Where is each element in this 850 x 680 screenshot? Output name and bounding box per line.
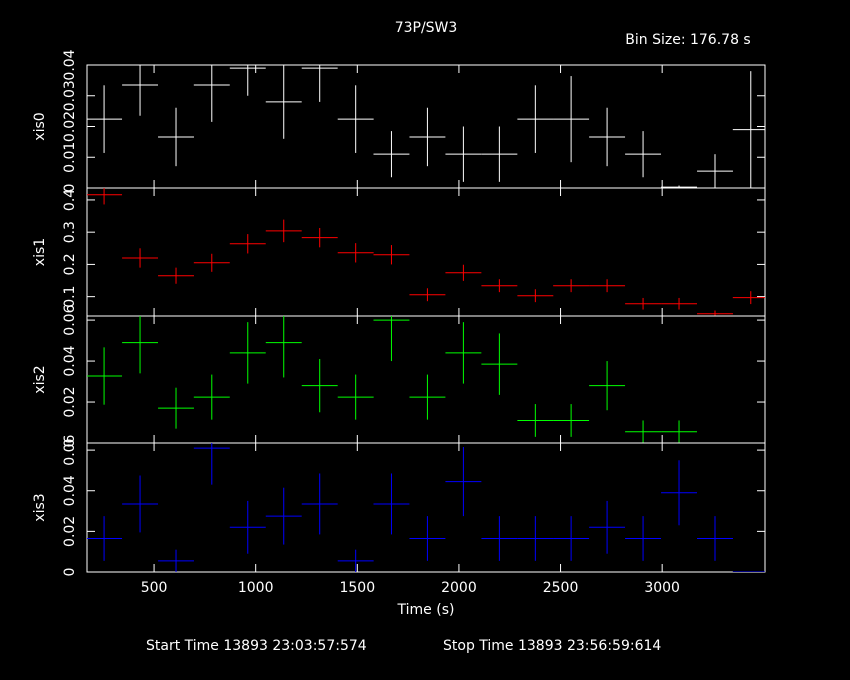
y-tick-label: 0 bbox=[62, 439, 78, 448]
start-time: Start Time 13893 23:03:57:574 bbox=[146, 638, 367, 654]
bin-size: Bin Size: 176.78 s bbox=[625, 32, 750, 48]
x-tick-label: 3000 bbox=[644, 580, 680, 596]
y-tick-label: 0 bbox=[62, 184, 78, 193]
data-points bbox=[87, 443, 765, 572]
y-tick-label: 0.4 bbox=[62, 189, 78, 211]
panel-frame bbox=[86, 315, 766, 444]
y-tick-label: 0.02 bbox=[62, 386, 78, 417]
chart-title: 73P/SW3 bbox=[395, 20, 458, 36]
panel-frame bbox=[86, 442, 766, 573]
y-tick-label: 0.3 bbox=[62, 221, 78, 243]
panel-frame bbox=[86, 64, 766, 189]
y-axis-label: xis1 bbox=[32, 238, 48, 266]
stop-time: Stop Time 13893 23:56:59:614 bbox=[443, 638, 661, 654]
data-points bbox=[87, 65, 765, 188]
y-tick-label: 0.03 bbox=[62, 80, 78, 111]
data-points bbox=[87, 316, 765, 443]
y-tick-label: 0.01 bbox=[62, 142, 78, 173]
y-tick-label: 0.04 bbox=[62, 475, 78, 506]
x-axis-label: Time (s) bbox=[397, 602, 455, 618]
y-tick-label: 0.04 bbox=[62, 345, 78, 376]
x-tick-label: 1000 bbox=[238, 580, 274, 596]
x-tick-label: 2500 bbox=[543, 580, 579, 596]
data-points bbox=[87, 188, 765, 316]
y-axis-label: xis3 bbox=[32, 493, 48, 521]
y-tick-label: 0.06 bbox=[62, 304, 78, 335]
x-tick-label: 2000 bbox=[441, 580, 477, 596]
x-tick-label: 500 bbox=[141, 580, 168, 596]
y-axis-label: xis0 bbox=[32, 112, 48, 140]
y-tick-label: 0 bbox=[62, 568, 78, 577]
y-axis-label: xis2 bbox=[32, 365, 48, 393]
panel-frame bbox=[86, 187, 766, 317]
y-tick-label: 0.1 bbox=[62, 286, 78, 308]
y-tick-label: 0.02 bbox=[62, 111, 78, 142]
y-tick-label: 0.04 bbox=[62, 49, 78, 80]
y-tick-label: 0.06 bbox=[62, 434, 78, 465]
x-tick-label: 1500 bbox=[339, 580, 375, 596]
y-tick-label: 0.2 bbox=[62, 253, 78, 275]
y-tick-label: 0.02 bbox=[62, 516, 78, 547]
